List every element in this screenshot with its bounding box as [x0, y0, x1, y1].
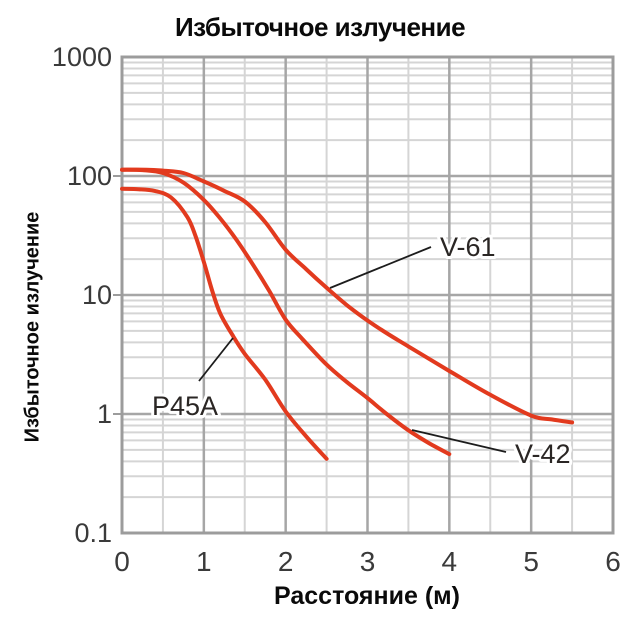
- leader-line-p45a: [198, 337, 234, 382]
- y-tick-label: 10: [82, 280, 112, 310]
- x-axis-title: Расстояние (м): [274, 582, 460, 610]
- x-tick-label: 4: [442, 546, 458, 577]
- series-label-v-42: V-42: [515, 439, 571, 469]
- leader-line-v-61: [329, 246, 432, 289]
- x-tick-label: 6: [605, 546, 621, 577]
- leader-line-v-42: [411, 429, 507, 453]
- curve-v-42: [120, 167, 452, 457]
- curve-v-61: [120, 167, 575, 425]
- series-label-v-61: V-61: [440, 232, 496, 262]
- x-tick-label: 3: [360, 546, 376, 577]
- chart-title: Избыточное излучение: [174, 12, 466, 42]
- x-tick-label: 1: [196, 546, 212, 577]
- y-tick-label: 1000: [52, 42, 112, 72]
- series-label-p45a: P45A: [152, 391, 218, 421]
- y-axis-title: Избыточное излучение: [21, 211, 44, 443]
- y-tick-label: 100: [67, 161, 112, 191]
- y-tick-label: 1: [97, 399, 112, 429]
- curve-p45a: [120, 186, 329, 461]
- x-tick-label: 5: [523, 546, 539, 577]
- x-tick-label: 2: [278, 546, 294, 577]
- y-tick-label: 0.1: [74, 518, 112, 548]
- x-tick-label: 0: [114, 546, 130, 577]
